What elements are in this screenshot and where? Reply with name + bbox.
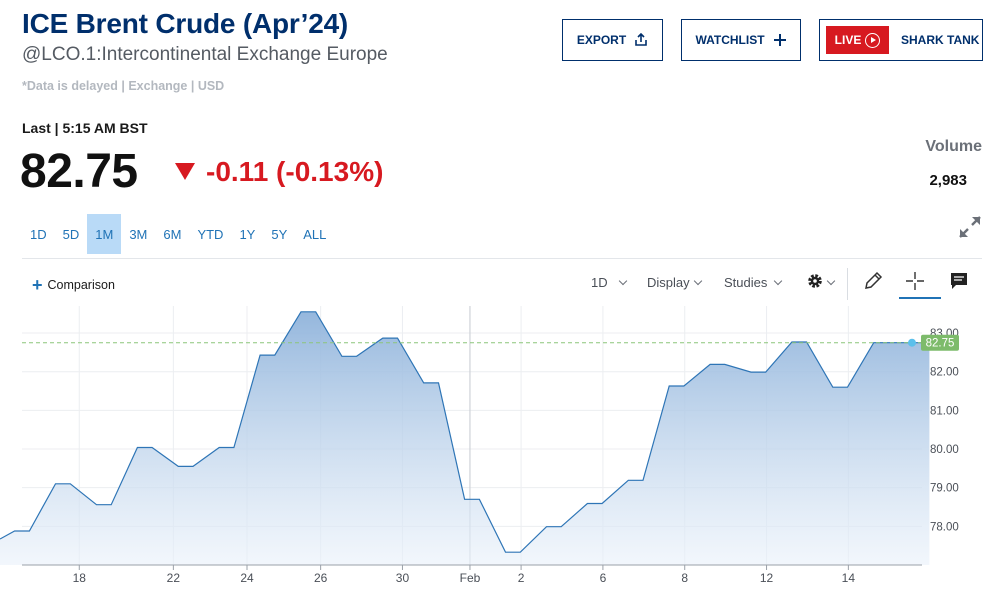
watchlist-label: WATCHLIST [695, 33, 765, 47]
crosshair-active-indicator [899, 297, 941, 299]
range-3m[interactable]: 3M [129, 226, 148, 242]
plus-icon [773, 33, 787, 47]
x-tick-label: 24 [240, 571, 254, 585]
range-5y[interactable]: 5Y [271, 226, 288, 242]
gear-icon [806, 272, 824, 293]
live-badge: LIVE [826, 26, 889, 54]
share-icon [634, 33, 648, 47]
x-tick-label: 26 [314, 571, 328, 585]
interval-dropdown[interactable]: 1D [591, 275, 627, 290]
export-button[interactable]: EXPORT [562, 19, 663, 61]
display-label: Display [647, 275, 690, 290]
pencil-icon[interactable] [862, 270, 884, 292]
chevron-down-icon [774, 276, 783, 286]
x-tick-label: 12 [760, 571, 774, 585]
plus-icon: + [32, 275, 43, 295]
y-tick-label: 82.00 [930, 367, 959, 379]
exchange-subtitle: @LCO.1:Intercontinental Exchange Europe [22, 44, 388, 65]
y-tick-label: 80.00 [930, 444, 959, 456]
header-divider [22, 258, 982, 259]
range-1y[interactable]: 1Y [239, 226, 256, 242]
x-tick-label: 6 [600, 571, 607, 585]
range-all[interactable]: ALL [303, 226, 327, 242]
chevron-down-icon [693, 276, 702, 286]
chevron-down-icon [618, 276, 627, 286]
play-circle-icon [865, 32, 881, 48]
studies-label: Studies [724, 275, 768, 290]
studies-dropdown[interactable]: Studies [724, 275, 783, 290]
last-price: 82.75 [20, 145, 138, 198]
volume-label: Volume [925, 138, 982, 155]
y-tick-label: 79.00 [930, 483, 959, 495]
price-area [0, 311, 930, 565]
range-6m[interactable]: 6M [163, 226, 182, 242]
comparison-button[interactable]: + Comparison [32, 275, 115, 295]
range-ytd[interactable]: YTD [197, 226, 224, 242]
instrument-title: ICE Brent Crude (Apr’24) [22, 8, 349, 39]
x-tick-label: 22 [167, 571, 181, 585]
x-tick-label: 30 [396, 571, 410, 585]
volume-value: 2,983 [929, 172, 967, 189]
x-tick-label: 2 [518, 571, 525, 585]
chevron-down-icon [826, 276, 836, 286]
x-tick-label: 14 [842, 571, 856, 585]
export-label: EXPORT [576, 33, 627, 47]
crosshair-icon[interactable] [904, 270, 926, 292]
x-tick-label: 18 [73, 571, 87, 585]
time-range-selector: 1D 5D 1M 3M 6M YTD 1Y 5Y ALL [22, 214, 334, 254]
settings-dropdown[interactable] [806, 272, 836, 293]
price-change: -0.11 (-0.13%) [206, 156, 384, 187]
last-trade-label: Last | 5:15 AM BST [22, 120, 148, 136]
display-dropdown[interactable]: Display [647, 275, 702, 290]
watchlist-button[interactable]: WATCHLIST [681, 19, 801, 61]
range-1d[interactable]: 1D [30, 226, 47, 242]
toolbar-separator [847, 268, 848, 300]
last-price-badge [921, 334, 959, 351]
x-tick-label: Feb [460, 571, 481, 585]
live-label: LIVE [834, 33, 862, 47]
price-line [0, 311, 930, 553]
range-5d[interactable]: 5D [62, 226, 80, 242]
last-price-badge-label: 82.75 [926, 338, 955, 350]
down-arrow-icon [175, 163, 195, 180]
x-tick-label: 8 [681, 571, 688, 585]
live-shark-tank-button[interactable]: LIVE SHARK TANK [819, 19, 983, 61]
comparison-label: Comparison [47, 278, 115, 292]
interval-label: 1D [591, 275, 608, 290]
shark-tank-label: SHARK TANK [901, 33, 980, 47]
y-tick-label: 78.00 [930, 521, 959, 533]
expand-arrows-icon[interactable] [957, 214, 983, 240]
y-tick-label: 81.00 [930, 405, 959, 417]
comment-icon[interactable] [948, 270, 970, 292]
delayed-note: *Data is delayed | Exchange | USD [22, 79, 225, 93]
last-price-dot [908, 338, 916, 347]
range-1m[interactable]: 1M [87, 214, 122, 254]
